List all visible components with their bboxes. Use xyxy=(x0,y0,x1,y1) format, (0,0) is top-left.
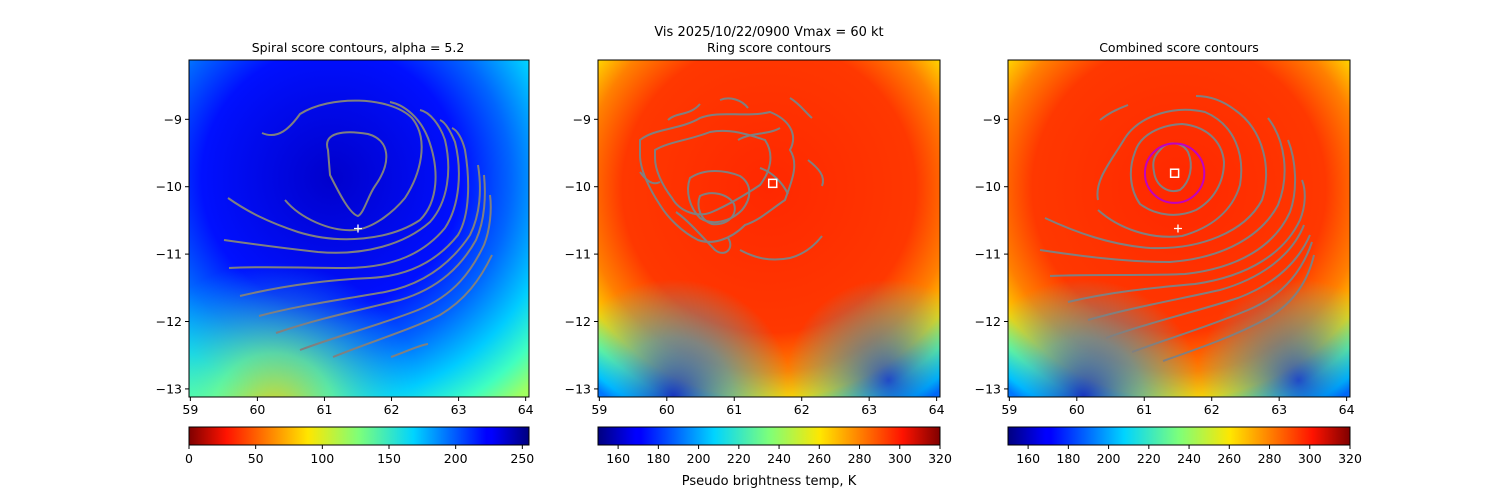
y-tick-label: −12 xyxy=(565,314,591,329)
colorbar-tick-label: 300 xyxy=(1298,451,1322,466)
panel-title: Combined score contours xyxy=(1099,40,1259,55)
center-circle-marker xyxy=(1143,142,1206,204)
center-plus-marker xyxy=(1173,224,1182,233)
colorbar-tick-label: 220 xyxy=(727,451,751,466)
contour-lines xyxy=(1039,95,1315,362)
x-tick-label: 61 xyxy=(726,402,742,417)
x-tick-label: 60 xyxy=(249,402,265,417)
panel-title: Ring score contours xyxy=(707,40,831,55)
x-tick-label: 59 xyxy=(591,402,607,417)
colorbar xyxy=(188,426,530,446)
contour-lines xyxy=(223,99,493,358)
x-tick-label: 63 xyxy=(1271,402,1287,417)
x-tick-label: 61 xyxy=(1136,402,1152,417)
colorbar-tick-label: 250 xyxy=(510,451,534,466)
x-tick-label: 61 xyxy=(317,402,333,417)
colorbar-tick-label: 200 xyxy=(1097,451,1121,466)
y-tick-label: −12 xyxy=(156,314,182,329)
colorbar-tick-label: 200 xyxy=(444,451,468,466)
colorbar-tick-label: 180 xyxy=(1056,451,1080,466)
y-tick-label: −13 xyxy=(156,381,182,396)
center-square-marker xyxy=(767,178,778,189)
colorbar xyxy=(1007,426,1351,446)
panel-title: Spiral score contours, alpha = 5.2 xyxy=(252,40,465,55)
colorbar-tick-label: 220 xyxy=(1137,451,1161,466)
x-tick-label: 62 xyxy=(1204,402,1220,417)
y-tick-label: −13 xyxy=(975,381,1001,396)
colorbar-tick-label: 180 xyxy=(646,451,670,466)
colorbar-tick-label: 0 xyxy=(185,451,193,466)
colorbar-tick-label: 200 xyxy=(687,451,711,466)
colorbar-tick-label: 320 xyxy=(928,451,952,466)
colorbar-tick-label: 260 xyxy=(1217,451,1241,466)
y-tick-label: −9 xyxy=(983,112,1001,127)
axes-frame xyxy=(1007,59,1351,398)
x-tick-label: 59 xyxy=(182,402,198,417)
axes-frame xyxy=(188,59,530,398)
y-tick-label: −10 xyxy=(975,179,1001,194)
colorbar-tick-label: 320 xyxy=(1338,451,1362,466)
colorbar-tick-label: 150 xyxy=(377,451,401,466)
panel-spiral: Spiral score contours, alpha = 5.2 59 60 6… xyxy=(156,40,535,466)
colorbar-tick-label: 280 xyxy=(848,451,872,466)
colorbar xyxy=(597,426,941,446)
axes-frame xyxy=(597,59,941,398)
y-tick-label: −13 xyxy=(565,381,591,396)
colorbar-label: Pseudo brightness temp, K xyxy=(682,474,857,489)
x-tick-label: 64 xyxy=(929,402,945,417)
contour-lines xyxy=(639,97,824,261)
center-plus-marker xyxy=(353,224,362,233)
center-square-marker xyxy=(1169,168,1180,178)
x-tick-label: 62 xyxy=(794,402,810,417)
panel-ring: Ring score contours 59 60 61 62 63 64 −9 −10 −11… xyxy=(565,40,952,489)
y-tick-label: −9 xyxy=(573,112,591,127)
x-tick-label: 63 xyxy=(861,402,877,417)
colorbar-tick-label: 50 xyxy=(248,451,264,466)
panel-combined: Combined score contours 59 60 61 62 63 64 −9 −1… xyxy=(975,40,1362,466)
y-tick-label: −11 xyxy=(156,247,182,262)
y-tick-label: −9 xyxy=(164,112,182,127)
x-tick-label: 62 xyxy=(384,402,400,417)
colorbar-tick-label: 300 xyxy=(888,451,912,466)
figure-suptitle: Vis 2025/10/22/0900 Vmax = 60 kt xyxy=(654,25,883,40)
x-tick-label: 60 xyxy=(1069,402,1085,417)
colorbar-tick-label: 240 xyxy=(1177,451,1201,466)
colorbar-tick-label: 260 xyxy=(807,451,831,466)
colorbar-tick-label: 160 xyxy=(606,451,630,466)
heatmap-image xyxy=(598,60,940,397)
y-tick-label: −11 xyxy=(975,247,1001,262)
y-tick-label: −11 xyxy=(565,247,591,262)
x-tick-label: 64 xyxy=(1339,402,1355,417)
x-tick-label: 59 xyxy=(1001,402,1017,417)
colorbar-tick-label: 160 xyxy=(1016,451,1040,466)
x-tick-label: 63 xyxy=(451,402,467,417)
y-tick-label: −12 xyxy=(975,314,1001,329)
colorbar-tick-label: 100 xyxy=(310,451,334,466)
x-tick-label: 60 xyxy=(659,402,675,417)
colorbar-tick-label: 280 xyxy=(1258,451,1282,466)
colorbar-tick-label: 240 xyxy=(767,451,791,466)
y-tick-label: −10 xyxy=(156,179,182,194)
y-tick-label: −10 xyxy=(565,179,591,194)
x-tick-label: 64 xyxy=(518,402,534,417)
